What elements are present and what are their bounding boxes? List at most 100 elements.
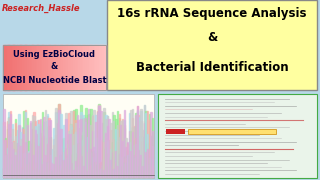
Bar xyxy=(105,115,107,177)
Bar xyxy=(52,170,53,177)
Bar xyxy=(145,155,147,177)
Bar xyxy=(30,45,33,90)
Text: Research_Hassle: Research_Hassle xyxy=(2,4,80,13)
Text: &: & xyxy=(51,62,58,71)
Bar xyxy=(144,123,145,177)
Bar xyxy=(88,117,90,177)
Bar xyxy=(82,154,83,177)
Bar xyxy=(47,162,48,177)
Bar xyxy=(3,109,5,177)
Bar xyxy=(166,129,185,134)
Bar xyxy=(3,122,5,177)
Bar xyxy=(102,165,103,177)
Bar xyxy=(95,45,97,90)
Text: NCBI Nucleotide Blast: NCBI Nucleotide Blast xyxy=(3,76,106,85)
Bar xyxy=(5,168,6,177)
Bar xyxy=(13,149,15,177)
Bar xyxy=(100,111,102,177)
Bar xyxy=(10,137,12,177)
Bar xyxy=(93,169,95,177)
Bar xyxy=(118,118,120,177)
Bar xyxy=(28,152,30,177)
Bar xyxy=(47,114,48,177)
Bar xyxy=(49,45,51,90)
Bar xyxy=(92,131,93,177)
Bar xyxy=(40,169,42,177)
Bar xyxy=(107,126,108,177)
Bar xyxy=(28,164,30,177)
Bar xyxy=(32,115,33,177)
Bar xyxy=(147,150,148,177)
Bar xyxy=(112,142,113,177)
Bar xyxy=(103,112,105,177)
Bar xyxy=(15,136,16,177)
Bar xyxy=(27,125,28,177)
Bar xyxy=(48,126,50,177)
Bar xyxy=(152,159,153,177)
Bar xyxy=(23,134,25,177)
Bar xyxy=(133,140,135,177)
Bar xyxy=(48,118,50,177)
Bar xyxy=(137,110,138,177)
Bar xyxy=(18,161,20,177)
Bar xyxy=(127,142,128,177)
Bar xyxy=(97,45,99,90)
Bar xyxy=(53,128,55,177)
Bar xyxy=(15,123,16,177)
Bar xyxy=(28,153,30,177)
Bar xyxy=(137,119,138,177)
Bar xyxy=(28,141,30,177)
Bar xyxy=(102,167,103,177)
Bar xyxy=(90,125,92,177)
Bar xyxy=(114,122,115,177)
Bar xyxy=(23,153,25,177)
Bar xyxy=(88,120,90,177)
Bar xyxy=(48,120,50,177)
Bar xyxy=(6,168,8,177)
Bar xyxy=(152,146,153,177)
Bar xyxy=(57,123,58,177)
Bar xyxy=(5,140,6,177)
Bar xyxy=(30,146,31,177)
Bar xyxy=(53,45,55,90)
Bar xyxy=(84,115,85,177)
Bar xyxy=(93,157,95,177)
Bar xyxy=(67,158,68,177)
Bar xyxy=(23,169,25,177)
Bar xyxy=(122,141,123,177)
Bar xyxy=(12,139,13,177)
Bar xyxy=(43,117,45,177)
Bar xyxy=(99,105,100,177)
Bar xyxy=(100,162,102,177)
Bar xyxy=(55,157,57,177)
Bar xyxy=(132,109,133,177)
Bar xyxy=(38,126,40,177)
Bar xyxy=(38,146,40,177)
Bar xyxy=(52,163,53,177)
Bar xyxy=(120,122,122,177)
Bar xyxy=(124,110,125,177)
Bar xyxy=(13,149,15,177)
Bar xyxy=(58,111,60,177)
Bar xyxy=(60,129,61,177)
Bar xyxy=(35,126,36,177)
Bar xyxy=(147,111,148,177)
Bar xyxy=(36,45,38,90)
Bar xyxy=(20,146,21,177)
Bar xyxy=(42,158,43,177)
Bar xyxy=(70,45,72,90)
Bar xyxy=(97,111,98,177)
Bar xyxy=(114,169,115,177)
Bar xyxy=(17,150,18,177)
Bar xyxy=(25,110,27,177)
Bar xyxy=(30,123,31,177)
Bar xyxy=(75,161,76,177)
Bar xyxy=(130,131,132,177)
Bar xyxy=(148,120,150,177)
Bar xyxy=(27,153,28,177)
Bar xyxy=(102,45,104,90)
Bar xyxy=(85,118,87,177)
Bar xyxy=(102,140,103,177)
Bar xyxy=(142,166,143,177)
Bar xyxy=(124,127,125,177)
